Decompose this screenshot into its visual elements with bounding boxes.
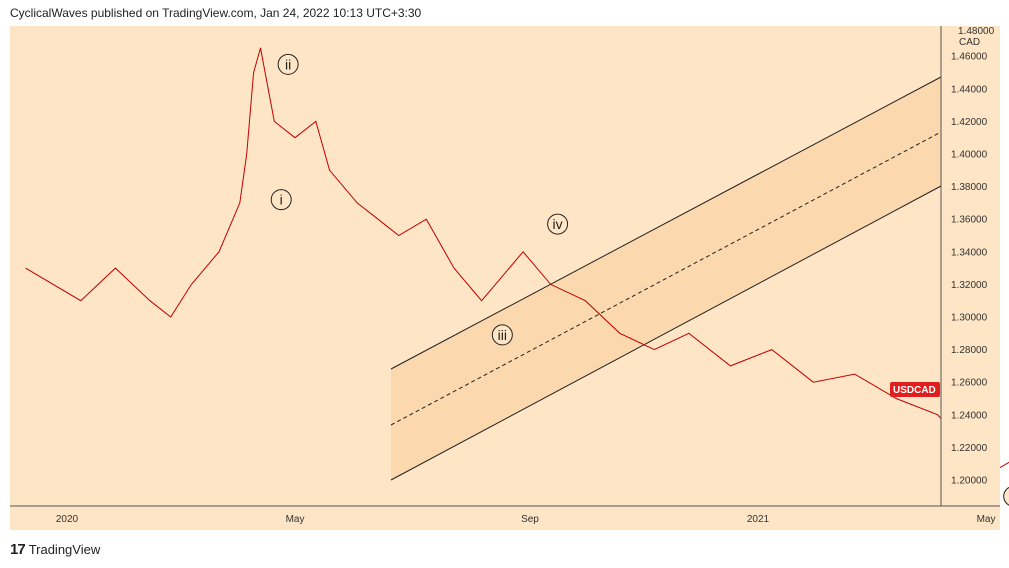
unit-label: CAD [959,37,980,48]
y-tick-label: 1.28000 [951,345,988,356]
y-tick-label: 1.26000 [951,378,988,389]
y-tick-label: 1.36000 [951,215,988,226]
wave-label: i [280,192,283,208]
symbol-badge[interactable] [890,382,940,397]
y-tick-label: 1.46000 [951,52,988,63]
x-tick-labels: 2020MaySep2021MaySep2022MaySep2023MaySep [56,514,996,525]
y-tick-label: 1.20000 [951,476,988,487]
x-tick-label: 2021 [747,514,770,525]
y-tick-label: 1.30000 [951,313,988,324]
time-axis [10,506,1000,530]
price-series-line [25,47,1009,473]
y-tick-label: 1.22000 [951,443,988,454]
tradingview-logo-icon: 17 [10,541,26,558]
x-tick-label: Sep [521,514,539,525]
x-tick-label: May [286,514,305,525]
publication-header: CyclicalWaves published on TradingView.c… [10,6,422,20]
channel-mid-line [390,131,942,426]
y-tick-label: 1.32000 [951,280,988,291]
y-tick-label: 1.34000 [951,247,988,258]
channel-lower-line [390,185,942,481]
y-tick-label: 1.44000 [951,84,988,95]
channel-upper-line [390,76,942,370]
wave-label-circle [491,324,513,346]
wave-labels: iiiiviiivwxy(a)(b)(c) [270,53,1009,506]
wave-label: iii [498,327,507,343]
wave-label: ii [285,56,291,72]
wave-label-circle [277,53,299,75]
y-tick-label: 1.40000 [951,150,988,161]
x-tick-label: 2020 [56,514,79,525]
wave-label-circle [270,189,292,211]
wave-label: iv [553,216,563,232]
price-axis [941,26,1000,506]
wave-label-circle [547,213,569,235]
y-tick-label: 1.42000 [951,117,988,128]
wave-label-circle [1003,486,1009,506]
brand-label: TradingView [28,542,101,557]
symbol-badge-label: USDCAD [893,385,936,396]
x-tick-label: May [977,514,996,525]
y-tick-label: 1.24000 [951,410,988,421]
y-tick-label: 1.38000 [951,182,988,193]
y-top-tick: 1.48000 [958,26,995,37]
tradingview-footer[interactable]: 17 TradingView [10,541,100,558]
y-tick-labels: 1.46000 1.44000 1.42000 1.40000 1.38000 1.360… [951,52,988,487]
